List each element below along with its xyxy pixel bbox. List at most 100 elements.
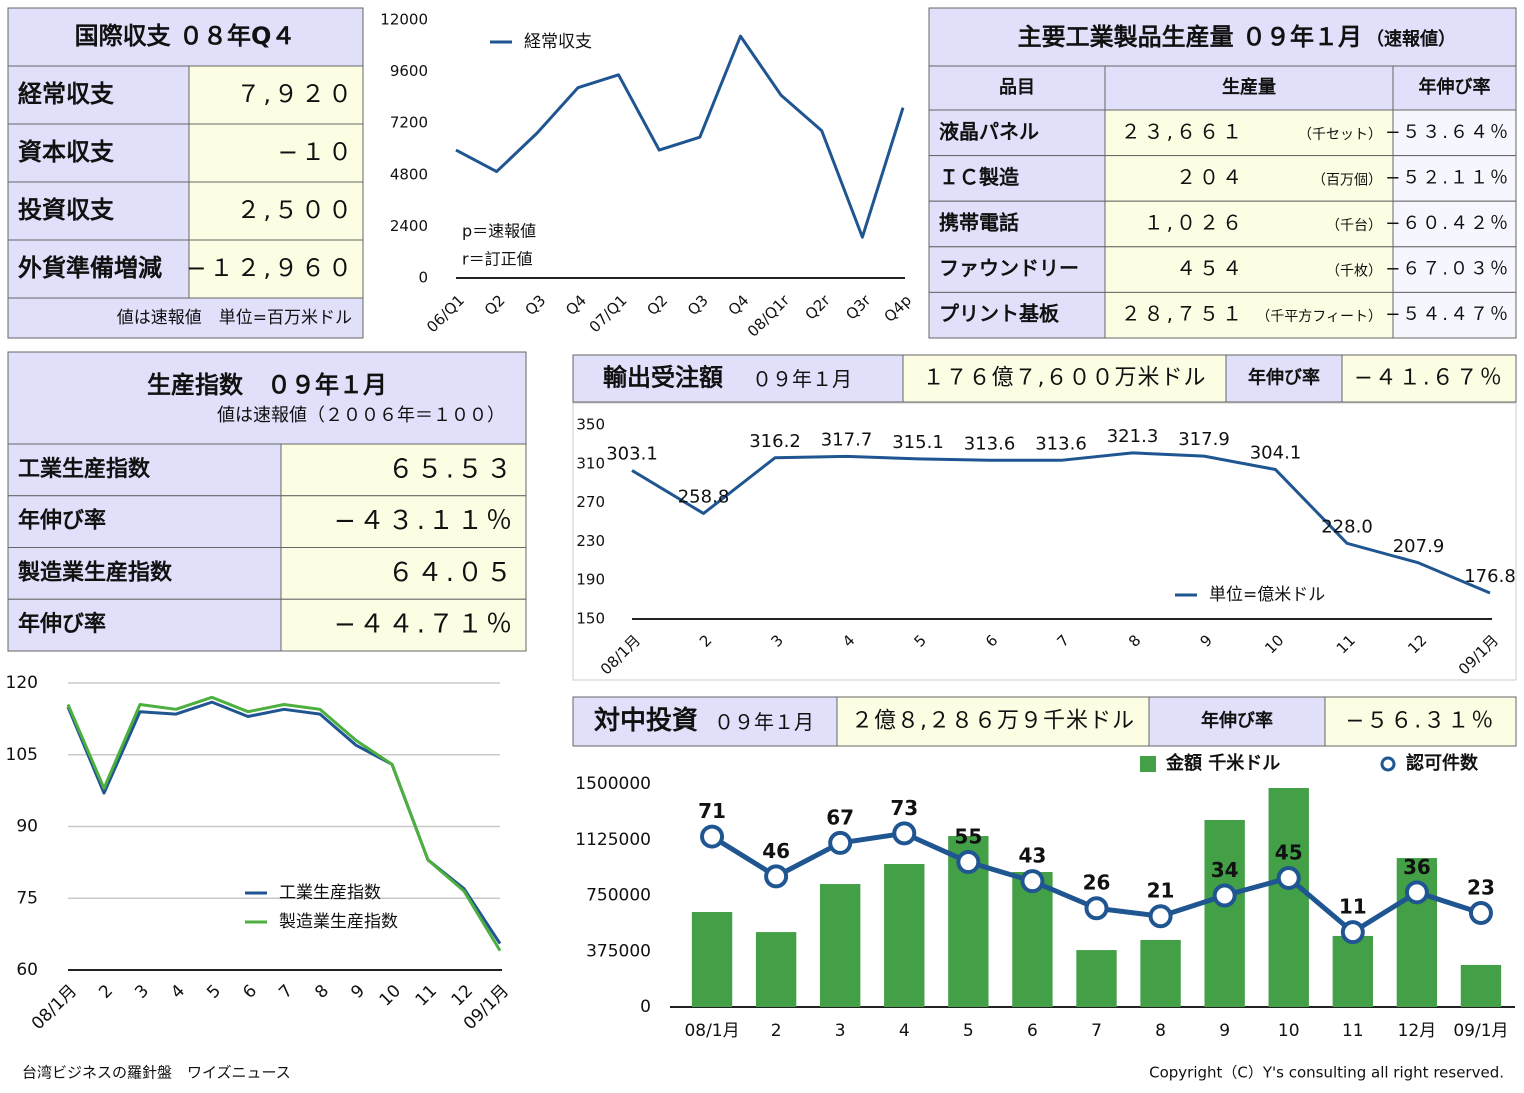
bar	[1332, 935, 1373, 1007]
table-cell	[1104, 291, 1394, 339]
footer-right: Copyright（C）Y's consulting all right res…	[1149, 1064, 1504, 1082]
bar	[820, 884, 861, 1007]
table-cell	[902, 354, 1227, 403]
y-tick-label: 1500000	[575, 774, 651, 794]
line	[66, 700, 502, 945]
bar	[1460, 964, 1502, 1007]
data-label: 313.6	[964, 433, 1016, 454]
table-cell	[188, 65, 364, 125]
table-cell	[1104, 65, 1394, 111]
header-title: 対中投資	[594, 706, 698, 736]
x-tick-label: 4	[899, 1021, 910, 1041]
point-marker	[764, 864, 789, 889]
table-cell	[1104, 200, 1394, 248]
x-tick-label: 09/1月	[1455, 631, 1502, 678]
y-tick-label: 1125000	[575, 830, 651, 850]
x-tick-label: 6	[982, 631, 1001, 650]
y-tick-label: 270	[576, 493, 605, 511]
legend-label: 製造業生産指数	[279, 912, 398, 932]
x-tick-label: 5	[911, 631, 930, 650]
data-label: 23	[1467, 876, 1495, 900]
line	[455, 34, 905, 239]
row-label: 経常収支	[18, 80, 115, 108]
data-label: 316.2	[749, 431, 801, 452]
row-label: 工業生産指数	[18, 456, 151, 482]
table-cell	[7, 547, 282, 600]
x-tick-label: 9	[1197, 631, 1216, 650]
y-tick-label: 4800	[390, 165, 428, 183]
bar	[884, 863, 925, 1007]
point-marker	[1084, 896, 1109, 921]
row-label: 外貨準備増減	[18, 254, 162, 282]
y-tick-label: 375000	[586, 941, 651, 961]
row-value: ２０４	[1176, 165, 1245, 189]
point-marker	[956, 850, 981, 875]
column-header: 品目	[999, 77, 1035, 98]
y-tick-label: 0	[418, 269, 428, 287]
data-label: 258.8	[678, 486, 730, 507]
data-label: 36	[1403, 855, 1431, 879]
x-tick-label: 3	[835, 1021, 846, 1041]
point-marker	[1020, 869, 1045, 894]
data-label: 46	[762, 839, 790, 863]
table-title: 国際収支 ０８年Q４	[75, 22, 296, 50]
x-tick-label: Q3r	[842, 291, 875, 324]
header-rate-label: 年伸び率	[1201, 710, 1273, 732]
y-tick-label: 120	[6, 673, 38, 693]
table-cell	[1392, 65, 1517, 111]
point-marker	[1340, 920, 1365, 945]
row-value: ６４.０５	[388, 558, 515, 588]
data-label: 317.9	[1178, 429, 1230, 450]
table-cell	[928, 291, 1106, 339]
y-tick-label: 7200	[390, 114, 428, 132]
data-label: 207.9	[1393, 536, 1445, 557]
data-label: 71	[698, 799, 726, 823]
point-marker	[1148, 904, 1173, 929]
bar	[755, 932, 797, 1007]
table-cell	[928, 155, 1106, 202]
row-rate: −５２.１１％	[1385, 167, 1510, 188]
row-unit: （千セット）	[1298, 127, 1382, 143]
x-tick-label: 5	[203, 981, 225, 1003]
data-label: 67	[826, 805, 854, 829]
table-cell	[928, 7, 1517, 67]
point-marker	[828, 830, 853, 855]
row-label: 製造業生産指数	[17, 559, 173, 585]
x-tick-label: 07/Q1	[586, 291, 631, 336]
table-cell	[928, 65, 1106, 111]
table-cell	[1324, 696, 1517, 747]
row-unit: （千台）	[1326, 218, 1382, 234]
x-tick-label: 4	[839, 631, 858, 650]
table-cell	[7, 297, 364, 339]
legend-label: 金額 千米ドル	[1165, 752, 1280, 774]
row-label: 投資収支	[18, 196, 115, 224]
annotation: r＝訂正値	[462, 250, 533, 269]
data-label: 315.1	[892, 432, 944, 453]
table-cell	[7, 181, 190, 241]
y-tick-label: 350	[576, 416, 605, 434]
table-cell	[1341, 354, 1517, 403]
table-cell	[280, 547, 527, 600]
y-tick-label: 750000	[586, 886, 651, 906]
table-cell	[7, 7, 364, 67]
y-tick-label: 150	[576, 610, 605, 628]
legend-swatch	[1140, 756, 1156, 772]
x-tick-label: 08/Q1r	[744, 291, 794, 341]
table-cell	[1104, 155, 1394, 202]
x-tick-label: 10	[1278, 1021, 1300, 1041]
table-cell	[572, 354, 904, 403]
row-label: 液晶パネル	[939, 119, 1039, 143]
x-tick-label: 6	[1027, 1021, 1038, 1041]
table-title: 主要工業製品生産量 ０９年１月	[1018, 23, 1362, 51]
y-tick-label: 90	[16, 817, 38, 837]
y-tick-label: 2400	[390, 217, 428, 235]
row-value: ７,９２０	[236, 80, 355, 108]
table-title-note: （速報値）	[1366, 28, 1456, 50]
point-marker	[700, 824, 725, 849]
x-tick-label: Q4	[725, 291, 753, 319]
x-tick-label: 7	[1091, 1021, 1102, 1041]
legend-label: 単位=億米ドル	[1209, 585, 1325, 605]
table-cell	[1392, 200, 1517, 248]
row-rate: −５４.４７％	[1385, 304, 1510, 325]
